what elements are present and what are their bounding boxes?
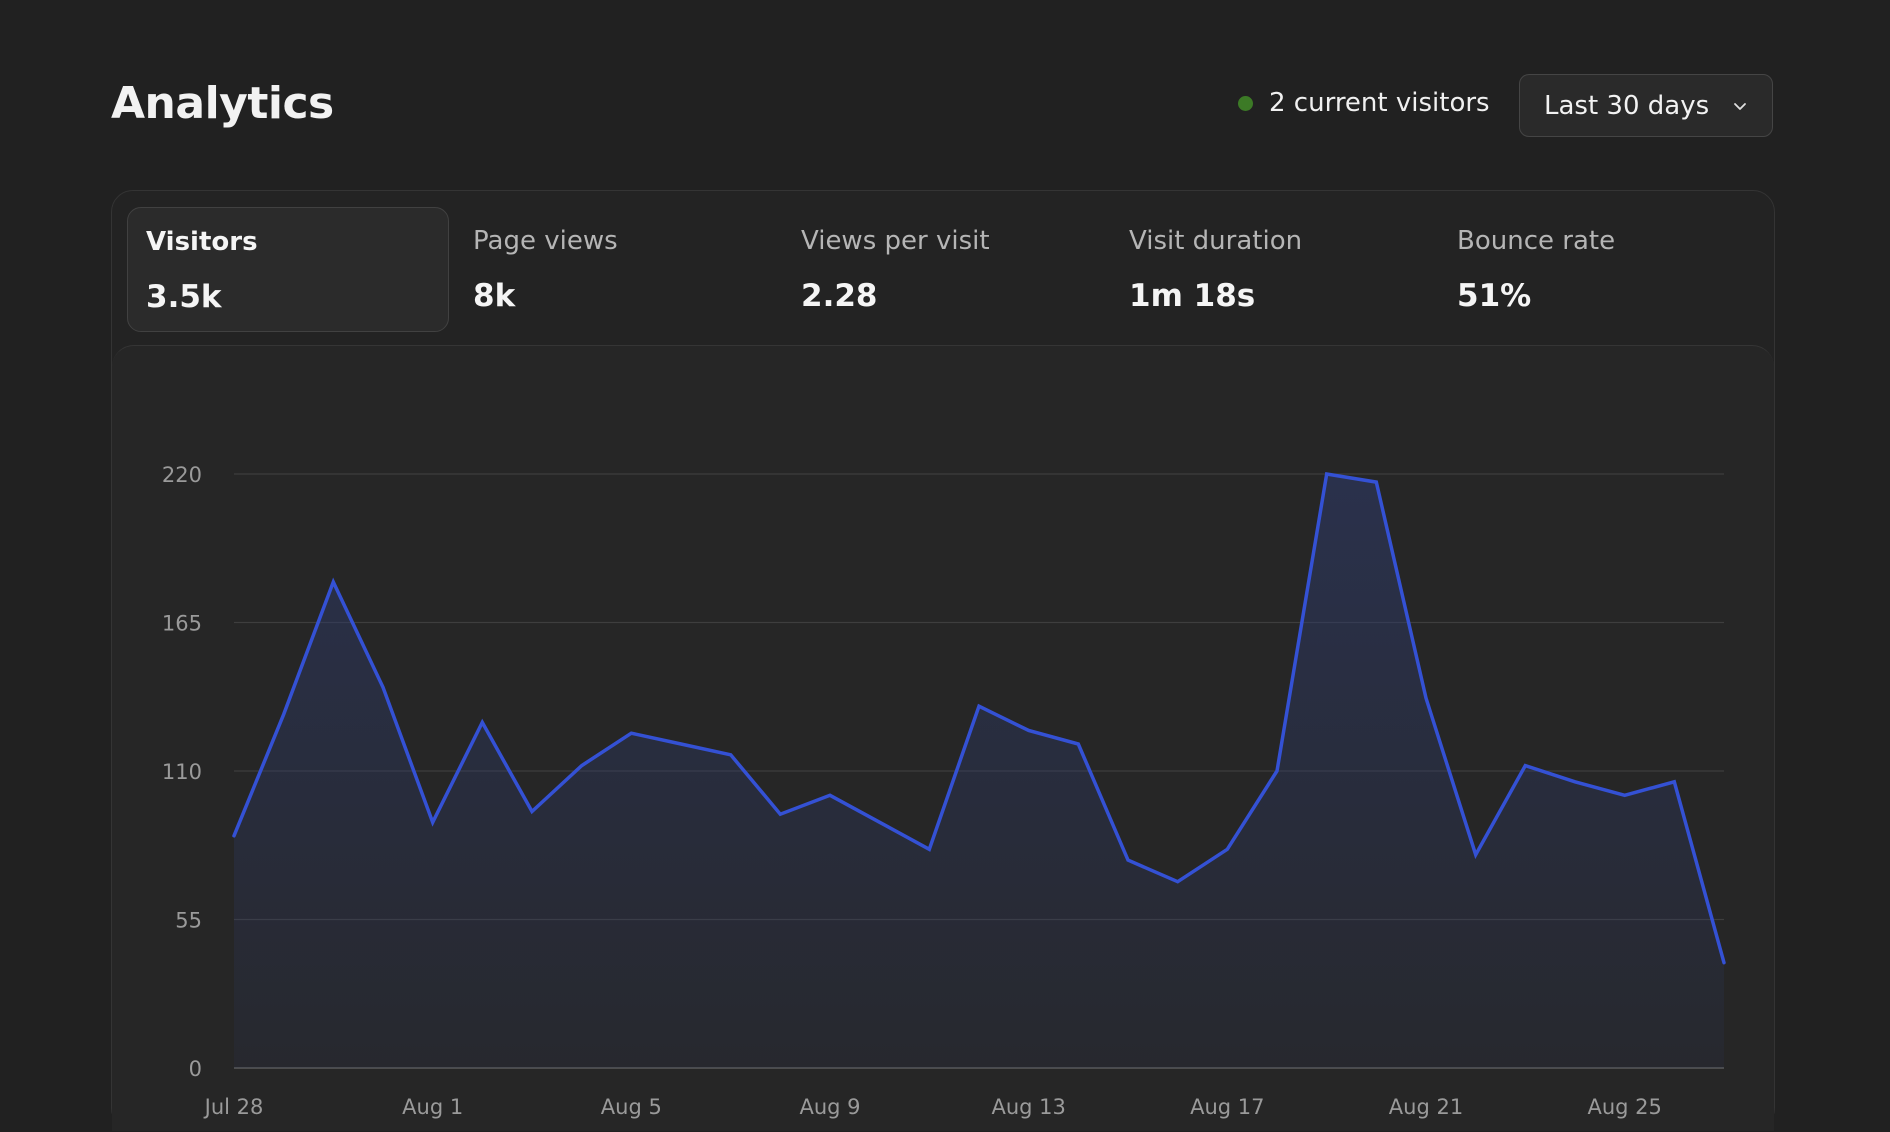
visitors-area [234,474,1724,1068]
x-tick-label: Aug 5 [601,1095,662,1119]
y-tick-label: 110 [162,760,202,784]
current-visitors-label: 2 current visitors [1269,88,1490,118]
y-tick-label: 55 [175,909,202,933]
chevron-down-icon [1734,102,1746,110]
chart-panel: 0 55 110 165 220 Jul 28 Aug 1 Aug 5 Aug 9 Aug 13… [112,345,1774,1131]
y-tick-label: 0 [189,1057,202,1081]
x-tick-label: Aug 25 [1587,1095,1661,1119]
visitors-series-line [232,471,1726,965]
y-tick-label: 220 [162,463,202,487]
page-title: Analytics [111,78,334,129]
tab-value: 51% [1457,278,1532,314]
analytics-card: Visitors 3.5k Page views 8k Views per vi… [111,190,1775,1131]
tab-visitors[interactable]: Visitors 3.5k [127,207,449,332]
tab-visit-duration[interactable]: Visit duration 1m 18s [1111,207,1433,332]
x-tick-label: Aug 17 [1190,1095,1264,1119]
tab-value: 3.5k [146,279,222,315]
tab-label: Visitors [146,227,258,257]
tab-page-views[interactable]: Page views 8k [455,207,777,332]
y-tick-label: 165 [162,612,202,636]
x-tick-label: Jul 28 [203,1095,264,1119]
tab-label: Page views [473,226,618,256]
x-tick-label: Aug 13 [991,1095,1065,1119]
x-tick-label: Aug 1 [402,1095,463,1119]
tab-views-per-visit[interactable]: Views per visit 2.28 [783,207,1105,332]
tab-value: 1m 18s [1129,278,1256,314]
tab-value: 8k [473,278,516,314]
date-range-select[interactable]: Last 30 days [1519,74,1773,137]
x-tick-label: Aug 9 [799,1095,860,1119]
tab-value: 2.28 [801,278,878,314]
tab-label: Views per visit [801,226,990,256]
tab-label: Bounce rate [1457,226,1616,256]
visitors-chart[interactable]: 0 55 110 165 220 Jul 28 Aug 1 Aug 5 Aug 9 Aug 13… [112,346,1774,1132]
tab-bounce-rate[interactable]: Bounce rate 51% [1439,207,1761,332]
current-visitors-indicator: 2 current visitors [1238,88,1490,118]
live-dot-icon [1238,95,1253,111]
metric-tabs: Visitors 3.5k Page views 8k Views per vi… [127,207,1767,332]
x-tick-label: Aug 21 [1389,1095,1463,1119]
tab-label: Visit duration [1129,226,1303,256]
date-range-label: Last 30 days [1544,90,1710,121]
